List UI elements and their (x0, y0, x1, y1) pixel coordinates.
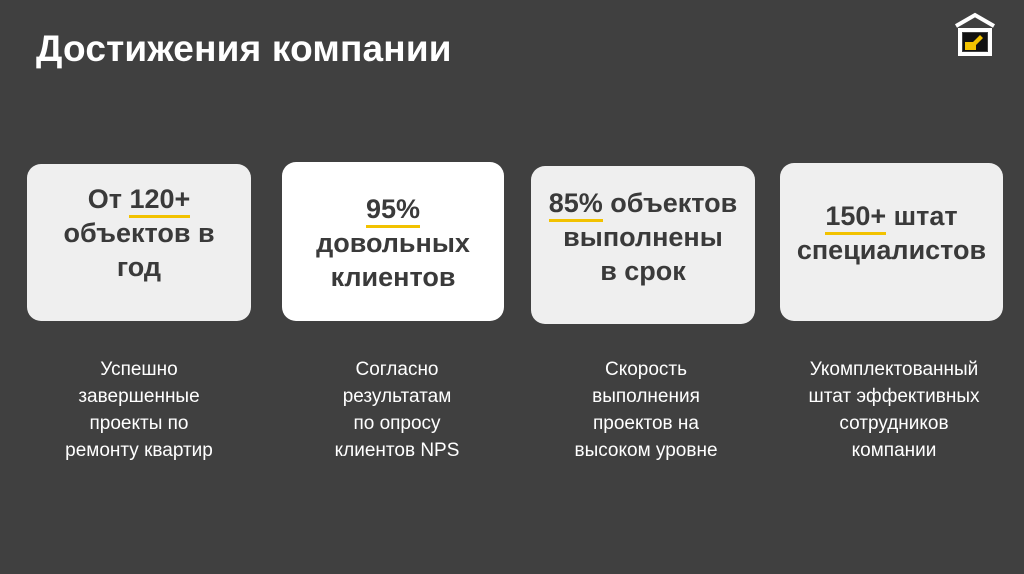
card-headline: От 120+ (87, 182, 191, 218)
description-line: Скорость (604, 359, 688, 380)
description-line: штат эффективных (808, 386, 980, 407)
card-prefix: От (87, 184, 130, 214)
description-line: высоком уровне (574, 440, 718, 461)
achievement-card-clients: 95% довольных клиентов (282, 162, 504, 321)
achievement-card-staff: 150+ штат специалистов (780, 163, 1003, 321)
card-line: специалистов (796, 235, 987, 265)
card-suffix: штат (886, 201, 958, 231)
card-line: довольных (316, 228, 470, 258)
description-line: завершенные (78, 386, 200, 407)
card-description-deadlines: Скорость выполнения проектов на высоком … (531, 356, 761, 464)
page-title: Достижения компании (36, 28, 452, 69)
description-line: компании (851, 440, 937, 461)
card-suffix: объектов (602, 188, 738, 218)
card-description-staff: Укомплектованный штат эффективных сотруд… (779, 356, 1009, 464)
description-line: клиентов NPS (334, 440, 460, 461)
card-highlight-value: 95% (365, 194, 421, 228)
description-line: проекты по (89, 413, 189, 434)
description-line: Укомплектованный (809, 359, 979, 380)
description-line: ремонту квартир (65, 440, 213, 461)
card-headline: 150+ штат (825, 199, 958, 235)
card-highlight-value: 150+ (825, 201, 887, 235)
description-line: Согласно (355, 359, 439, 380)
card-line: клиентов (330, 262, 456, 292)
house-arrow-icon (954, 12, 996, 56)
description-line: по опросу (353, 413, 441, 434)
description-line: результатам (342, 386, 452, 407)
card-line: выполнены (563, 222, 723, 252)
card-description-projects: Успешно завершенные проекты по ремонту к… (24, 356, 254, 464)
card-line: в срок (600, 256, 686, 286)
description-line: сотрудников (839, 413, 949, 434)
card-highlight-value: 85% (548, 188, 603, 222)
description-line: проектов на (592, 413, 699, 434)
achievement-card-deadlines: 85% объектов выполнены в срок (531, 166, 755, 324)
card-line: объектов в (63, 218, 215, 248)
card-line: год (116, 252, 162, 282)
description-line: выполнения (592, 386, 700, 407)
card-description-clients: Согласно результатам по опросу клиентов … (282, 356, 512, 464)
card-highlight-value: 120+ (129, 184, 191, 218)
card-headline: 85% объектов (548, 186, 738, 222)
card-headline: 95% (365, 192, 421, 228)
description-line: Успешно (100, 359, 178, 380)
achievement-card-projects: От 120+ объектов в год (27, 164, 251, 321)
